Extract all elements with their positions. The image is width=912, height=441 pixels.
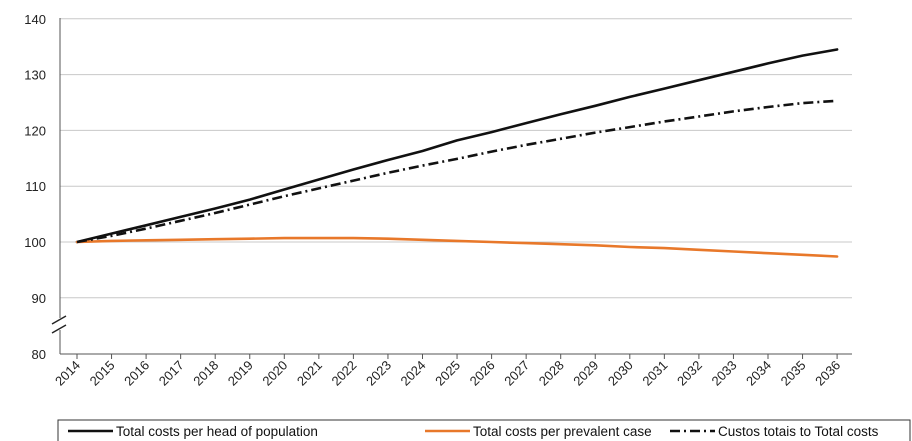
axes bbox=[51, 18, 852, 359]
legend-label-prevalent-case: Total costs per prevalent case bbox=[473, 424, 652, 439]
legend-box bbox=[57, 419, 911, 441]
x-tick-label: 2033 bbox=[709, 358, 740, 389]
y-tick-label: 110 bbox=[25, 179, 46, 194]
y-tick-label: 100 bbox=[24, 235, 46, 250]
axis-break-mark bbox=[51, 315, 67, 325]
x-tick-label: 2028 bbox=[536, 358, 567, 389]
x-tick-label: 2015 bbox=[87, 358, 118, 389]
x-tick-label: 2019 bbox=[225, 358, 256, 389]
x-tick-label: 2016 bbox=[121, 358, 152, 389]
y-tick-label: 80 bbox=[32, 347, 46, 362]
series-lines bbox=[75, 48, 839, 258]
x-tick-label: 2032 bbox=[674, 358, 705, 389]
y-tick-label: 120 bbox=[24, 123, 46, 138]
x-tick-label: 2029 bbox=[570, 358, 601, 389]
gridlines bbox=[60, 18, 852, 299]
series-line-custos-totais-to-total-costs bbox=[76, 99, 838, 244]
x-tick-label: 2027 bbox=[501, 358, 532, 389]
axis-break-mark bbox=[51, 324, 67, 334]
y-tick-label: 140 bbox=[24, 12, 46, 27]
legend-label-population: Total costs per head of population bbox=[116, 424, 318, 439]
x-tick-label: 2021 bbox=[294, 358, 325, 389]
x-tick-label: 2031 bbox=[639, 358, 670, 389]
x-tick-label: 2025 bbox=[432, 358, 463, 389]
x-tick-label: 2026 bbox=[467, 358, 498, 389]
x-tick-labels: 2014 2015 2016 2017 2018 2019 2020 2021 2022 2023… bbox=[52, 358, 843, 389]
x-tick-label: 2030 bbox=[605, 358, 636, 389]
x-tick-label: 2036 bbox=[812, 358, 843, 389]
x-tick-label: 2022 bbox=[328, 358, 359, 389]
x-tick-label: 2035 bbox=[778, 358, 809, 389]
legend: Total costs per head of population Total… bbox=[57, 419, 911, 441]
x-tick-label: 2024 bbox=[398, 358, 429, 389]
x-tick-label: 2023 bbox=[363, 358, 394, 389]
x-tick-label: 2014 bbox=[52, 358, 83, 389]
x-tick-label: 2018 bbox=[190, 358, 221, 389]
x-tick-label: 2017 bbox=[156, 358, 187, 389]
series-line-total-costs-per-head-of-population bbox=[75, 48, 839, 244]
x-tick-label: 2020 bbox=[259, 358, 290, 389]
legend-label-total-costs: Custos totais to Total costs bbox=[718, 424, 879, 439]
x-tick-label: 2034 bbox=[743, 358, 774, 389]
series-line-total-costs-per-prevalent-case bbox=[75, 236, 839, 258]
y-tick-labels: 80 90 100 110 120 130 140 bbox=[24, 12, 46, 362]
y-tick-label: 90 bbox=[32, 291, 46, 306]
y-tick-label: 130 bbox=[24, 68, 46, 83]
